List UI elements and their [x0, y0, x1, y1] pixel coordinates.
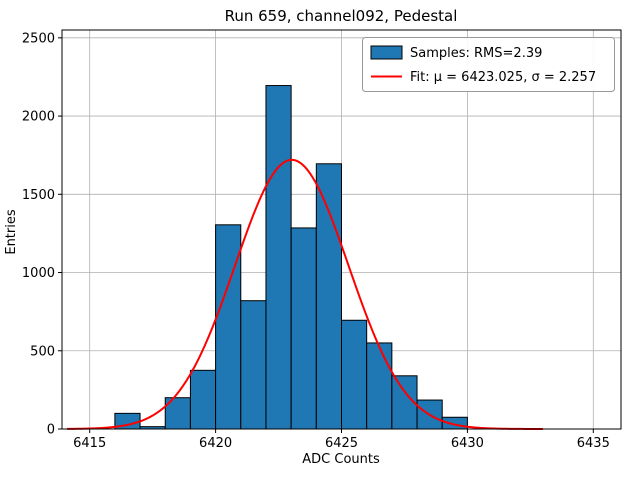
histogram-bar	[240, 300, 267, 430]
x-tick-label: 6430	[451, 436, 484, 451]
x-axis-label: ADC Counts	[302, 452, 380, 467]
x-tick-label: 6415	[73, 436, 106, 451]
chart-title: Run 659, channel092, Pedestal	[225, 7, 458, 25]
y-tick-label: 500	[30, 344, 55, 359]
y-axis-label: Entries	[4, 209, 19, 255]
axis-layer: 6415 6420 6425 6430 6435 0 500 1000 1500 2000 2500	[22, 29, 622, 451]
histogram-bar	[215, 224, 242, 430]
x-tick-label: 6425	[325, 436, 358, 451]
x-tick-label: 6435	[577, 436, 610, 451]
legend-box	[362, 37, 615, 92]
gaussian-fit-curve	[67, 158, 543, 430]
legend: Samples: RMS=2.39 Fit: μ = 6423.025, σ =…	[362, 37, 615, 92]
y-tick-label: 2000	[22, 110, 55, 125]
y-tick-label: 0	[47, 423, 55, 438]
histogram-bar	[315, 163, 343, 430]
histogram-bar	[341, 319, 368, 430]
histogram-bar	[265, 85, 292, 430]
x-tick-label: 6420	[199, 436, 232, 451]
y-tick-label: 2500	[22, 31, 55, 46]
histogram-bar	[290, 227, 317, 430]
histogram-bar	[189, 369, 217, 430]
y-tick-label: 1000	[22, 266, 55, 281]
legend-label-samples: Samples: RMS=2.39	[410, 46, 542, 61]
histogram-bars	[114, 85, 468, 430]
legend-swatch-samples	[370, 45, 403, 60]
y-tick-label: 1500	[22, 188, 55, 203]
histogram-bar	[366, 342, 393, 430]
fit-curve-layer	[67, 158, 543, 430]
legend-label-fit: Fit: μ = 6423.025, σ = 2.257	[410, 70, 596, 85]
